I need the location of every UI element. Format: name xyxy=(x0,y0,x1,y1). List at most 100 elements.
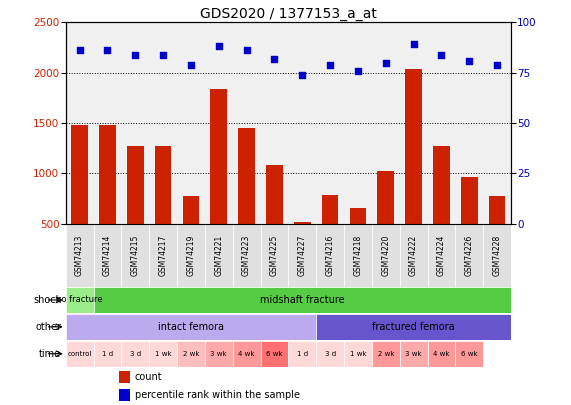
Text: 3 d: 3 d xyxy=(324,351,336,357)
Bar xyxy=(433,146,450,224)
Text: GSM74225: GSM74225 xyxy=(270,234,279,276)
Text: 3 wk: 3 wk xyxy=(405,351,422,357)
Bar xyxy=(155,146,171,224)
Text: GSM74227: GSM74227 xyxy=(297,234,307,276)
Point xyxy=(242,47,251,54)
Bar xyxy=(99,125,116,224)
Bar xyxy=(372,341,400,367)
Bar xyxy=(400,224,428,286)
Bar xyxy=(183,196,199,224)
Text: GSM74213: GSM74213 xyxy=(75,234,84,276)
Text: 1 d: 1 d xyxy=(297,351,308,357)
Bar xyxy=(428,341,456,367)
Bar xyxy=(316,224,344,286)
Point xyxy=(159,51,168,58)
Text: 1 wk: 1 wk xyxy=(155,351,171,357)
Bar xyxy=(122,224,149,286)
Point xyxy=(297,71,307,78)
Point xyxy=(270,55,279,62)
Bar xyxy=(66,341,94,367)
Text: intact femora: intact femora xyxy=(158,322,224,332)
Point xyxy=(214,43,223,50)
Text: GSM74226: GSM74226 xyxy=(465,234,474,276)
Bar xyxy=(489,196,505,224)
Text: other: other xyxy=(35,322,61,332)
Bar xyxy=(210,89,227,224)
Text: GSM74219: GSM74219 xyxy=(186,234,195,276)
Text: midshaft fracture: midshaft fracture xyxy=(260,295,344,305)
Text: 2 wk: 2 wk xyxy=(183,351,199,357)
Text: GSM74224: GSM74224 xyxy=(437,234,446,276)
Bar xyxy=(322,194,339,224)
Text: GSM74216: GSM74216 xyxy=(325,234,335,276)
Bar xyxy=(233,224,260,286)
Point xyxy=(325,62,335,68)
Bar xyxy=(66,314,316,340)
Text: 2 wk: 2 wk xyxy=(377,351,394,357)
Bar xyxy=(428,224,456,286)
Bar xyxy=(294,222,311,224)
Point xyxy=(186,62,195,68)
Bar xyxy=(122,341,149,367)
Point xyxy=(103,47,112,54)
Bar xyxy=(71,125,88,224)
Text: GSM74223: GSM74223 xyxy=(242,234,251,276)
Bar xyxy=(377,171,394,224)
Text: fractured femora: fractured femora xyxy=(372,322,455,332)
Bar xyxy=(288,341,316,367)
Text: 1 wk: 1 wk xyxy=(349,351,366,357)
Text: 4 wk: 4 wk xyxy=(433,351,450,357)
Text: GSM74228: GSM74228 xyxy=(493,234,502,276)
Bar xyxy=(205,224,233,286)
Text: 6 wk: 6 wk xyxy=(266,351,283,357)
Point xyxy=(465,58,474,64)
Bar xyxy=(94,341,122,367)
Bar xyxy=(405,68,422,224)
Bar xyxy=(233,341,260,367)
Point xyxy=(409,41,418,48)
Point xyxy=(381,60,391,66)
Text: control: control xyxy=(67,351,92,357)
Text: GSM74214: GSM74214 xyxy=(103,234,112,276)
Bar xyxy=(260,341,288,367)
Text: count: count xyxy=(135,372,162,382)
Bar xyxy=(316,341,344,367)
Text: GSM74220: GSM74220 xyxy=(381,234,391,276)
Bar xyxy=(205,341,233,367)
Text: 3 wk: 3 wk xyxy=(211,351,227,357)
Text: 6 wk: 6 wk xyxy=(461,351,477,357)
Bar xyxy=(349,208,367,224)
Bar xyxy=(344,224,372,286)
Bar xyxy=(400,341,428,367)
Bar xyxy=(94,224,122,286)
Bar xyxy=(483,224,511,286)
Point xyxy=(493,62,502,68)
Text: 1 d: 1 d xyxy=(102,351,113,357)
Text: shock: shock xyxy=(33,295,61,305)
Text: GSM74221: GSM74221 xyxy=(214,234,223,276)
Bar xyxy=(66,287,94,313)
Bar xyxy=(316,314,511,340)
Text: time: time xyxy=(39,349,61,359)
Bar xyxy=(119,389,130,401)
Bar xyxy=(66,224,94,286)
Bar xyxy=(238,128,255,224)
Text: GSM74218: GSM74218 xyxy=(353,234,363,276)
Bar xyxy=(372,224,400,286)
Bar xyxy=(177,224,205,286)
Bar xyxy=(456,341,483,367)
Text: 3 d: 3 d xyxy=(130,351,141,357)
Bar xyxy=(260,224,288,286)
Text: GSM74215: GSM74215 xyxy=(131,234,140,276)
Point xyxy=(437,51,446,58)
Point xyxy=(131,51,140,58)
Bar xyxy=(288,224,316,286)
Text: 4 wk: 4 wk xyxy=(238,351,255,357)
Bar xyxy=(119,371,130,383)
Point xyxy=(353,67,363,74)
Text: no fracture: no fracture xyxy=(57,296,103,305)
Bar xyxy=(456,224,483,286)
Bar xyxy=(177,341,205,367)
Bar xyxy=(127,146,144,224)
Bar xyxy=(344,341,372,367)
